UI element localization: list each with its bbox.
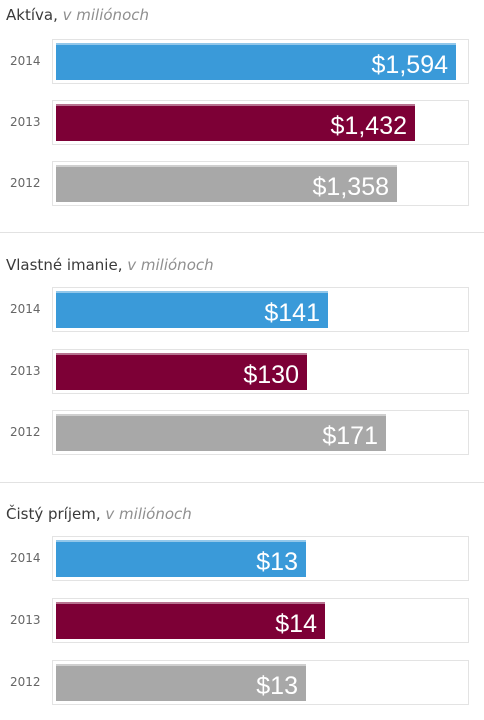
bar-row: 2013 $14 [0,598,484,644]
title-unit: v miliónoch [105,505,192,523]
bar-row: 2013 $1,432 [0,100,484,146]
bar-row: 2012 $13 [0,660,484,706]
bar-value-label: $1,594 [371,51,448,79]
bar-value-label: $13 [256,672,298,700]
bar-track: $14 [52,598,469,643]
bar-row: 2013 $130 [0,349,484,395]
bar: $130 [56,353,307,390]
bar-row: 2014 $13 [0,536,484,582]
title-unit: v miliónoch [127,256,214,274]
bar: $14 [56,602,325,639]
year-label: 2013 [10,115,41,129]
bar-value-label: $1,358 [312,173,389,201]
year-label: 2014 [10,551,41,565]
bar-value-label: $14 [275,610,317,638]
year-label: 2013 [10,613,41,627]
bar-track: $13 [52,660,469,705]
bar-value-label: $141 [264,299,320,327]
year-label: 2012 [10,176,41,190]
bar-row: 2012 $171 [0,410,484,456]
bar: $141 [56,291,328,328]
bar-track: $1,358 [52,161,469,206]
bar: $1,358 [56,165,397,202]
chart-title: Čistý príjem, v miliónoch [6,505,192,523]
chart-title: Vlastné imanie, v miliónoch [6,256,214,274]
year-label: 2012 [10,675,41,689]
bar: $171 [56,414,386,451]
year-label: 2012 [10,425,41,439]
bar: $1,432 [56,104,415,141]
section-divider [0,482,484,483]
year-label: 2014 [10,54,41,68]
title-text: Vlastné imanie [6,256,118,274]
chart-title: Aktíva, v miliónoch [6,6,149,24]
bar-row: 2014 $1,594 [0,39,484,85]
bar: $13 [56,540,306,577]
bar-track: $1,594 [52,39,469,84]
bar-track: $13 [52,536,469,581]
bar-value-label: $171 [322,422,378,450]
bar-row: 2012 $1,358 [0,161,484,207]
bar-value-label: $130 [243,361,299,389]
title-text: Čistý príjem [6,505,96,523]
bar-value-label: $1,432 [330,112,407,140]
bar-track: $1,432 [52,100,469,145]
year-label: 2013 [10,364,41,378]
year-label: 2014 [10,302,41,316]
bar-track: $171 [52,410,469,455]
bar-row: 2014 $141 [0,287,484,333]
title-unit: v miliónoch [62,6,149,24]
section-divider [0,232,484,233]
bar-track: $141 [52,287,469,332]
bar: $1,594 [56,43,456,80]
bar-track: $130 [52,349,469,394]
title-text: Aktíva [6,6,54,24]
bar-value-label: $13 [256,548,298,576]
bar: $13 [56,664,306,701]
